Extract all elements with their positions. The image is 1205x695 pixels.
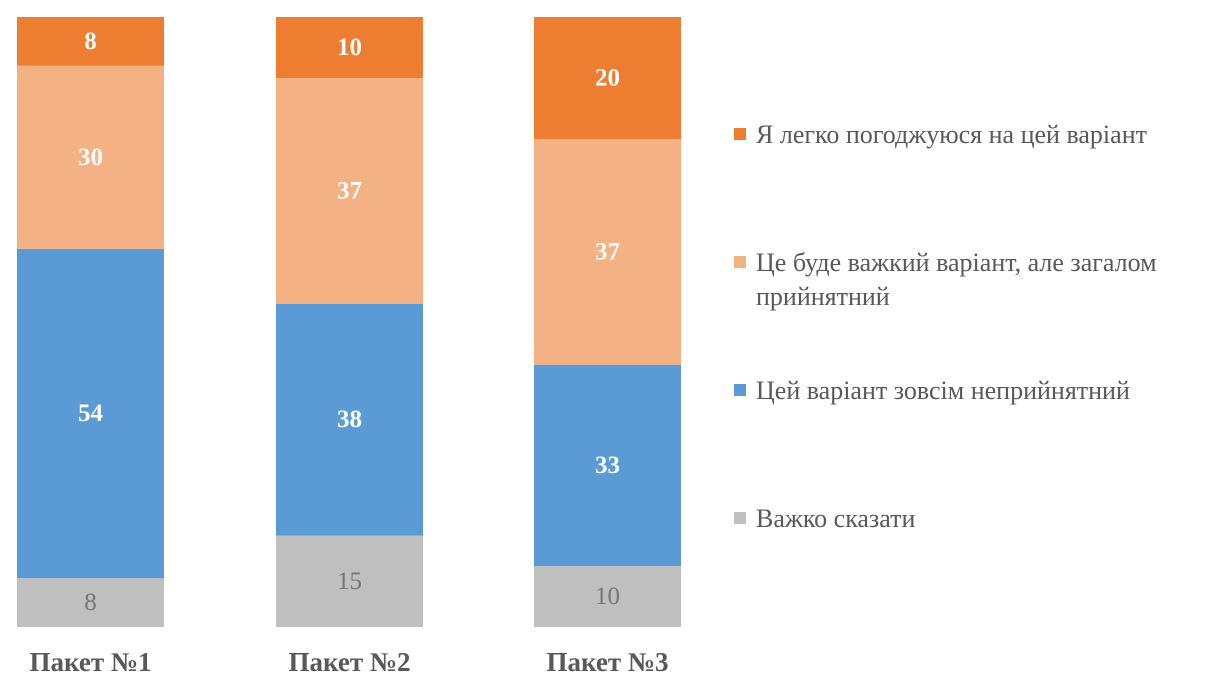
bar-segment (17, 65, 164, 249)
bar-segment (534, 566, 681, 627)
data-label: 54 (78, 400, 104, 427)
bar-segment (276, 535, 423, 627)
legend-swatch (734, 384, 746, 396)
legend-swatch (734, 128, 746, 140)
data-label: 15 (337, 568, 362, 595)
bar-segment (276, 17, 423, 78)
legend-label: Важко сказати (756, 504, 916, 533)
bar-segment (17, 248, 164, 579)
legend-label: Я легко погоджуюся на цей варіант (756, 120, 1147, 149)
bar-segment (17, 578, 164, 627)
data-label: 20 (595, 65, 620, 92)
category-label: Пакет №2 (288, 647, 410, 677)
bar-segment (534, 364, 681, 566)
data-label: 8 (84, 589, 97, 616)
data-label: 30 (78, 144, 103, 171)
bar-segment (276, 78, 423, 304)
legend-label: Це буде важкий варіант, але загалом прий… (756, 248, 1157, 311)
data-label: 10 (595, 583, 620, 610)
bar-segment (17, 17, 164, 66)
legend-swatch (734, 512, 746, 524)
data-label: 10 (337, 34, 362, 61)
bar-segment (276, 303, 423, 536)
bar-segment (534, 17, 681, 139)
data-label: 33 (595, 452, 620, 479)
bar-segment (534, 139, 681, 365)
data-label: 37 (337, 177, 362, 204)
legend-swatch (734, 256, 746, 268)
category-label: Пакет №3 (546, 647, 668, 677)
category-label: Пакет №1 (29, 647, 151, 677)
legend-label: Цей варіант зовсім неприйнятний (756, 376, 1130, 405)
data-label: 38 (337, 406, 362, 433)
data-label: 37 (595, 238, 620, 265)
data-label: 8 (84, 28, 97, 55)
